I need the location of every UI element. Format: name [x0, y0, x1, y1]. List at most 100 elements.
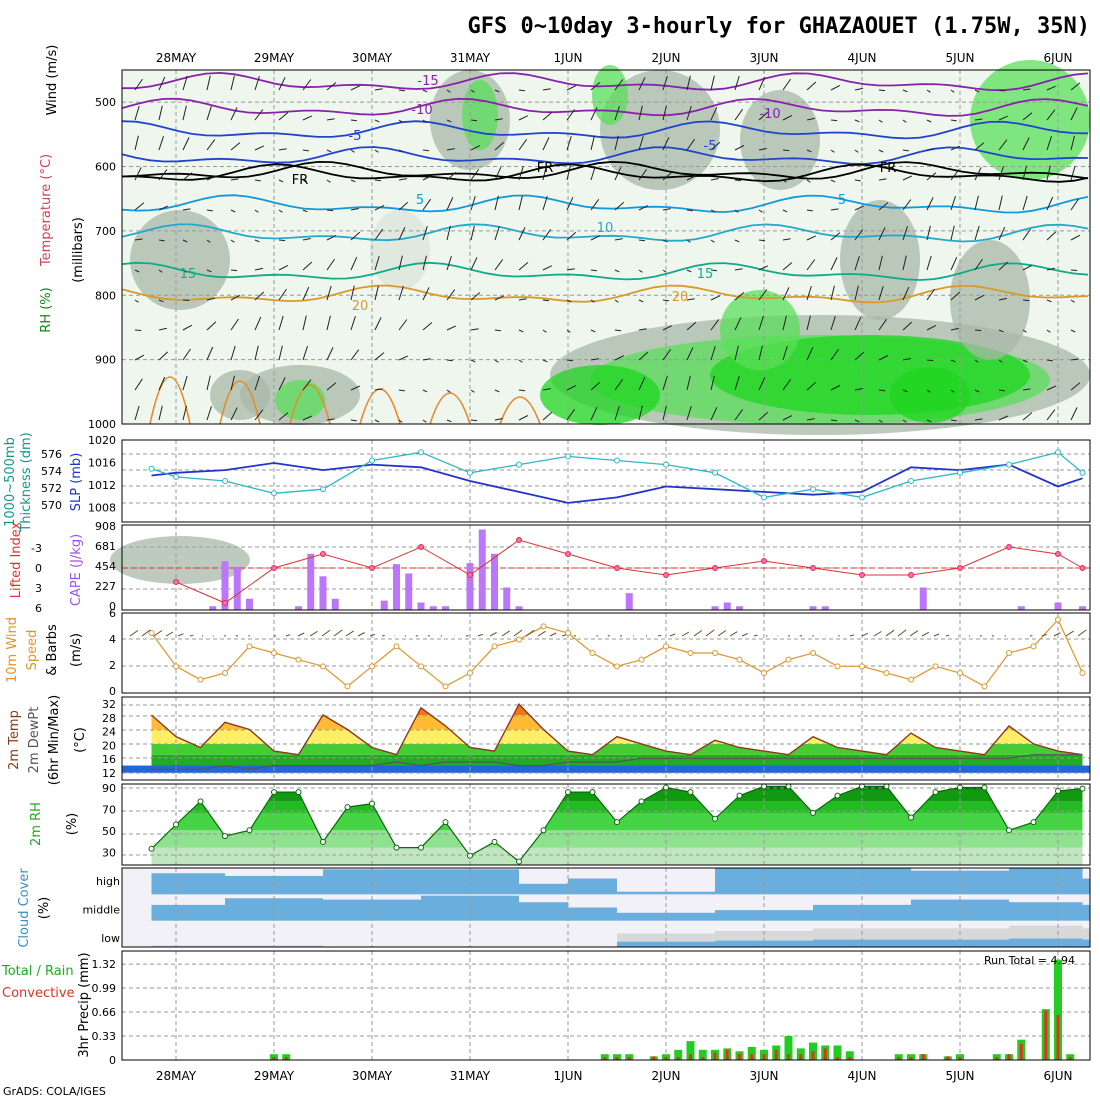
cloud-cell — [1009, 868, 1083, 895]
wind-barb — [782, 262, 793, 271]
thickness-line-point — [467, 469, 473, 476]
wind-barb — [590, 199, 600, 211]
temp-tick: 12 — [102, 767, 116, 780]
precip-bar — [833, 1045, 842, 1060]
rh-band — [151, 847, 1083, 865]
wind-speed-line-point — [981, 683, 988, 690]
wind-barb — [926, 89, 931, 93]
wind-barb — [638, 105, 643, 121]
wind-barb — [470, 359, 476, 363]
wind-barb — [566, 359, 574, 362]
cloud-cell — [617, 912, 715, 921]
wind-barb — [326, 82, 337, 91]
wind-barb — [998, 195, 1003, 211]
wind-barb — [710, 406, 718, 421]
wind-barb — [422, 419, 427, 423]
li-line-point — [467, 572, 473, 578]
contour-label: FR — [880, 161, 897, 176]
wind-barb — [134, 238, 143, 241]
wind-barb — [230, 269, 238, 272]
wind-barb — [998, 329, 1004, 333]
wind-speed-line-point — [712, 650, 718, 656]
contour-line — [499, 396, 541, 425]
wind-barb — [470, 119, 478, 122]
y-label-wind10-4: (m/s) — [69, 633, 84, 667]
wind-barb — [782, 78, 792, 91]
wind-barb — [1022, 88, 1031, 91]
wind-barb — [686, 298, 695, 301]
wind-barb — [734, 292, 745, 301]
wind-barb — [638, 77, 646, 91]
thickness-line-point — [1006, 461, 1012, 468]
wind-barb — [998, 115, 1008, 121]
wind-barb — [254, 76, 260, 91]
credit: GrADS: COLA/IGES — [3, 1085, 106, 1098]
wind-barb — [758, 76, 766, 91]
wind-barb — [926, 324, 937, 331]
cloud-level-label: middle — [82, 904, 120, 917]
wind-barb — [782, 238, 791, 241]
wind-barb — [350, 208, 359, 211]
wind-barb — [830, 208, 839, 211]
contour-line — [121, 160, 1089, 180]
pressure-tick: 1000 — [88, 418, 116, 431]
li-line-point — [271, 565, 277, 571]
wind-barb — [278, 179, 284, 183]
wind-barb — [878, 227, 886, 241]
wind-barb — [782, 345, 788, 361]
wind-barb — [830, 179, 836, 183]
rh-tick: 30 — [102, 847, 116, 860]
wind-barb — [182, 172, 193, 181]
wind-barb — [782, 287, 790, 301]
wind-barb — [446, 225, 451, 241]
wind-barb — [537, 630, 546, 637]
precip-tick: 0.99 — [92, 982, 117, 995]
precip-bar — [1066, 1054, 1075, 1060]
wind-barb — [854, 256, 860, 271]
y-label-temp-2: 2m DewPt — [27, 707, 42, 774]
wind-speed-line-point — [859, 663, 865, 670]
wind-barb — [374, 119, 380, 123]
rh-line-point — [393, 844, 400, 851]
rh-line-point — [320, 838, 326, 845]
wind-barb — [1022, 299, 1030, 302]
contour-line — [121, 120, 1089, 140]
wind-barb — [542, 265, 553, 271]
cape-bar — [209, 606, 217, 610]
precip-bar — [686, 1041, 695, 1060]
wind-barb — [153, 630, 163, 637]
wind-speed-line-point — [516, 636, 522, 643]
wind-barb — [830, 285, 835, 301]
contour-label: -5 — [349, 129, 362, 144]
run-total: Run Total = 4.94 — [984, 954, 1075, 967]
wind-barb — [933, 633, 940, 637]
y-label-li: Lifted Index — [9, 521, 24, 598]
wind-barb — [566, 135, 572, 151]
contour-line — [289, 384, 331, 425]
wind-barb — [830, 315, 836, 331]
rh-band — [151, 812, 1083, 831]
wind-barb — [614, 201, 625, 211]
cape-bar — [711, 606, 719, 610]
rh-line-point — [932, 789, 939, 796]
wind-barb — [326, 234, 337, 241]
wind-barb — [494, 118, 503, 121]
wind-barb — [494, 195, 499, 211]
wind-barb — [1070, 234, 1081, 241]
rh-line-point — [687, 789, 694, 796]
li-line-point — [222, 600, 228, 606]
wind-barb — [758, 315, 764, 331]
wind-barb — [465, 635, 469, 637]
wind-barb — [189, 634, 194, 637]
wind-barb — [230, 375, 235, 391]
wind-barb — [254, 409, 264, 421]
temp-tick: 32 — [102, 698, 116, 711]
wind-barb — [398, 89, 405, 92]
rh-line-point — [638, 798, 645, 805]
wind-barb — [830, 257, 838, 271]
wind-barb — [470, 225, 475, 241]
cape-bar — [331, 598, 339, 610]
contour-label: -10 — [411, 103, 432, 118]
li-line-point — [173, 579, 179, 585]
wind-barb — [561, 634, 567, 637]
